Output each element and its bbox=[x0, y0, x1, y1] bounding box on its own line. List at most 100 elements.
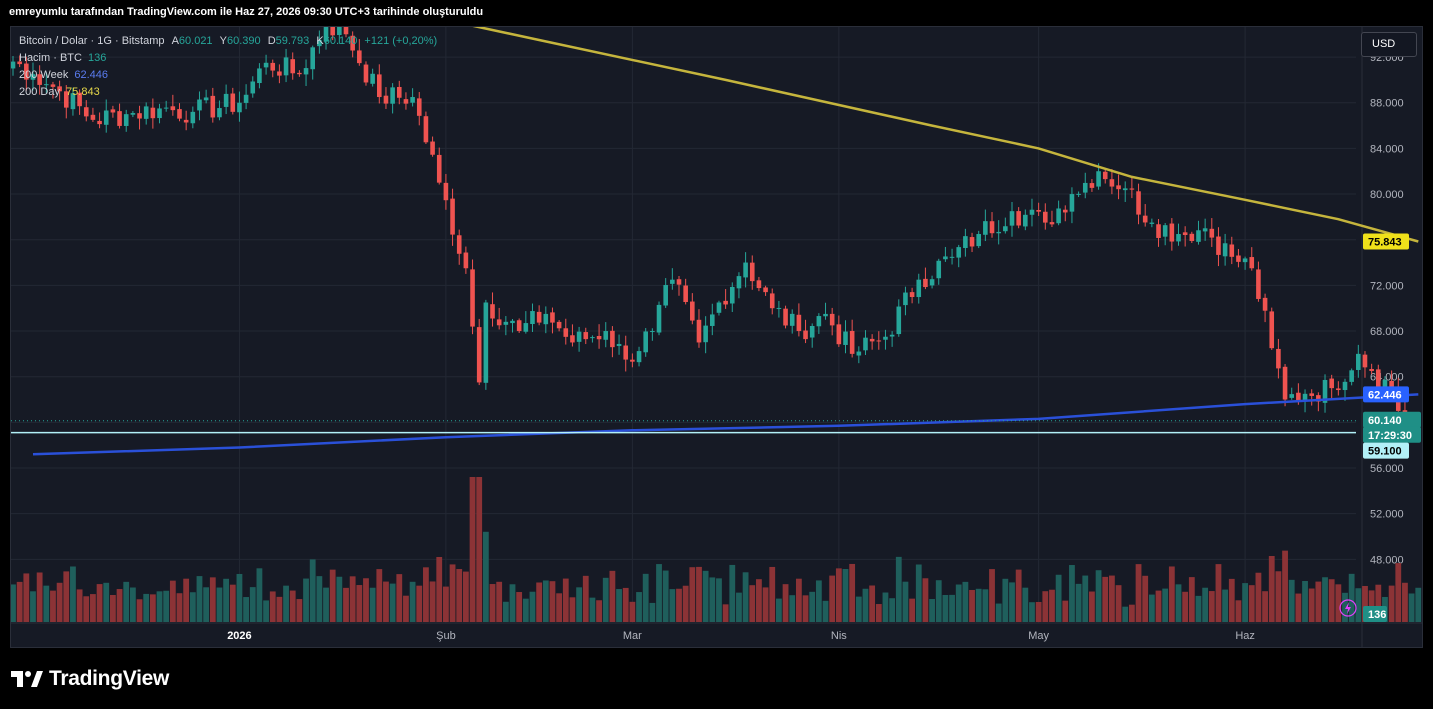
candle-body bbox=[123, 114, 129, 126]
candle-body bbox=[756, 280, 762, 289]
ma200-day-label: 200 Day bbox=[19, 86, 60, 98]
candle-body bbox=[337, 27, 342, 36]
candle-body bbox=[203, 97, 209, 101]
candle-body bbox=[183, 119, 189, 123]
volume-bar bbox=[36, 572, 43, 622]
volume-bar bbox=[110, 594, 116, 622]
volume-bar bbox=[849, 563, 856, 622]
volume-bar bbox=[929, 599, 935, 622]
volume-bar bbox=[1162, 588, 1169, 622]
candle-body bbox=[317, 39, 322, 47]
volume-bar bbox=[1215, 564, 1222, 622]
price-chart[interactable]: 48.00052.00056.00060.00064.00068.00072.0… bbox=[11, 27, 1422, 647]
candles bbox=[11, 27, 1421, 440]
volume-bar bbox=[103, 582, 110, 622]
candle-body bbox=[1049, 222, 1055, 225]
wma-price-badge: 62.446 bbox=[1363, 386, 1409, 403]
candle-body bbox=[1242, 258, 1248, 263]
close-value: 60.140 bbox=[323, 35, 358, 47]
candle-body bbox=[1082, 182, 1088, 193]
y-tick-label: 68.000 bbox=[1370, 326, 1404, 338]
candle-body bbox=[157, 108, 162, 119]
candle-body bbox=[896, 306, 902, 335]
volume-bar bbox=[1282, 550, 1288, 622]
volume-bar bbox=[1049, 589, 1055, 622]
volume-bar bbox=[456, 569, 463, 622]
candle-body bbox=[1222, 243, 1228, 257]
change-value: +121 (+0,20%) bbox=[364, 35, 438, 47]
candle-body bbox=[370, 73, 375, 84]
indicator-lines bbox=[11, 27, 1419, 456]
candle-body bbox=[743, 262, 748, 278]
volume-bar bbox=[436, 557, 443, 622]
candle-body bbox=[1149, 222, 1155, 224]
volume-bar bbox=[409, 581, 416, 622]
volume-badge-bg bbox=[1363, 606, 1387, 622]
volume-bar bbox=[962, 581, 969, 622]
candle-body bbox=[270, 62, 276, 71]
volume-bar bbox=[982, 589, 989, 622]
candle-body bbox=[683, 285, 688, 303]
volume-bar bbox=[942, 594, 949, 622]
volume-bar bbox=[1228, 578, 1235, 622]
candle-body bbox=[516, 320, 522, 332]
volume-bar bbox=[702, 570, 709, 622]
candle-body bbox=[1109, 179, 1115, 187]
candle-body bbox=[403, 99, 409, 104]
candle-body bbox=[1069, 194, 1075, 212]
volume-bar bbox=[1348, 573, 1355, 622]
volume-bar bbox=[269, 591, 276, 622]
candle-body bbox=[483, 302, 489, 383]
volume-bar bbox=[163, 590, 170, 622]
volume-bar bbox=[223, 578, 230, 622]
ma200-day-line bbox=[472, 27, 1419, 243]
volume-bar bbox=[383, 581, 389, 622]
candle-body bbox=[676, 279, 682, 285]
volume-bar bbox=[1275, 571, 1282, 622]
candle-body bbox=[396, 86, 402, 98]
volume-bar bbox=[1102, 576, 1109, 622]
volume-bar bbox=[296, 599, 303, 622]
volume-bar bbox=[1268, 556, 1275, 622]
candle-body bbox=[1003, 226, 1008, 232]
volume-bar bbox=[496, 581, 503, 622]
candle-body bbox=[836, 324, 842, 345]
candle-body bbox=[1096, 171, 1101, 187]
wma-price-badge-text: 62.446 bbox=[1368, 389, 1402, 401]
volume-bar bbox=[203, 587, 210, 622]
volume-bar bbox=[776, 598, 782, 622]
volume-bar bbox=[569, 597, 576, 622]
candle-body bbox=[1389, 380, 1394, 389]
candle-body bbox=[110, 109, 116, 113]
candle-body bbox=[1029, 209, 1035, 215]
candle-body bbox=[44, 84, 49, 86]
candle-body bbox=[1302, 393, 1308, 402]
candle-body bbox=[943, 256, 948, 260]
candle-body bbox=[1382, 379, 1388, 390]
candle-body bbox=[377, 74, 382, 98]
candle-body bbox=[297, 72, 302, 75]
last-price-badge-bg bbox=[1363, 411, 1421, 428]
volume-bar bbox=[303, 578, 309, 622]
volume-bar bbox=[1042, 591, 1049, 622]
last-price-badge-text: 60.140 bbox=[1368, 415, 1402, 427]
candle-body bbox=[809, 325, 815, 338]
volume-bar bbox=[1082, 575, 1089, 622]
brand-logo[interactable]: TradingView bbox=[11, 667, 169, 691]
countdown-badge-bg bbox=[1363, 426, 1421, 443]
chart-panel[interactable]: 48.00052.00056.00060.00064.00068.00072.0… bbox=[10, 26, 1423, 648]
dma-price-badge: 75.843 bbox=[1363, 233, 1409, 250]
low-value: 59.793 bbox=[275, 35, 310, 47]
volume-bar bbox=[482, 531, 489, 622]
support-price-badge-bg bbox=[1363, 442, 1409, 459]
volume-bar bbox=[915, 564, 922, 622]
candle-body bbox=[1162, 225, 1168, 237]
candle-body bbox=[410, 97, 415, 103]
ma200-week-value: 62.446 bbox=[74, 69, 109, 81]
candle-body bbox=[796, 314, 802, 332]
candle-body bbox=[463, 252, 469, 269]
volume-badge-text: 136 bbox=[1368, 609, 1386, 621]
candle-body bbox=[290, 59, 296, 74]
currency-button[interactable]: USD bbox=[1361, 32, 1417, 57]
candle-body bbox=[390, 87, 395, 104]
